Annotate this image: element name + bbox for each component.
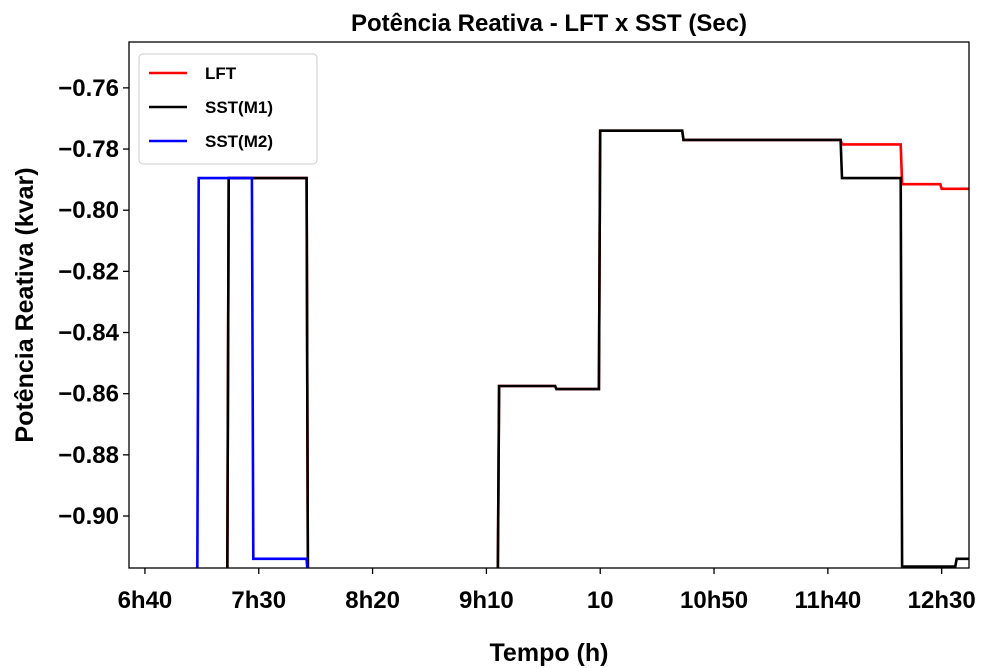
x-tick-label: 10h50 <box>680 587 748 614</box>
legend-label: SST(M2) <box>205 132 273 151</box>
legend-label: SST(M1) <box>205 98 273 117</box>
y-axis-label: Potência Reativa (kvar) <box>11 167 39 442</box>
legend-box <box>138 53 318 165</box>
y-tick-label: −0.82 <box>58 258 119 285</box>
x-axis: 6h40 7h30 8h20 9h10 10 10h50 11h40 12h30 <box>118 568 976 614</box>
x-tick-label: 8h20 <box>345 587 400 614</box>
y-tick-label: −0.78 <box>58 136 119 163</box>
y-axis: −0.76 −0.78 −0.80 −0.82 −0.84 −0.86 −0.88 −0.90 <box>58 75 129 530</box>
legend-label: LFT <box>205 64 237 83</box>
x-tick-label: 11h40 <box>794 587 861 614</box>
y-tick-label: −0.80 <box>58 197 119 224</box>
legend: LFT SST(M1) SST(M2) <box>138 53 318 165</box>
x-tick-label: 12h30 <box>908 587 976 614</box>
y-tick-label: −0.84 <box>58 320 119 347</box>
series-layer <box>196 129 969 568</box>
x-tick-label: 10 <box>587 587 614 614</box>
y-tick-label: −0.90 <box>58 503 119 530</box>
x-tick-label: 6h40 <box>118 587 173 614</box>
series-line-sst-m1 <box>226 129 969 568</box>
y-tick-label: −0.88 <box>58 442 119 469</box>
x-tick-label: 9h10 <box>459 587 514 614</box>
x-axis-label: Tempo (h) <box>490 639 609 667</box>
y-tick-label: −0.86 <box>58 381 119 408</box>
plot-frame <box>128 41 970 569</box>
chart-title: Potência Reativa - LFT x SST (Sec) <box>351 10 747 37</box>
x-tick-label: 7h30 <box>231 587 286 614</box>
y-tick-label: −0.76 <box>58 75 119 102</box>
series-line-sst-m2 <box>196 176 309 568</box>
